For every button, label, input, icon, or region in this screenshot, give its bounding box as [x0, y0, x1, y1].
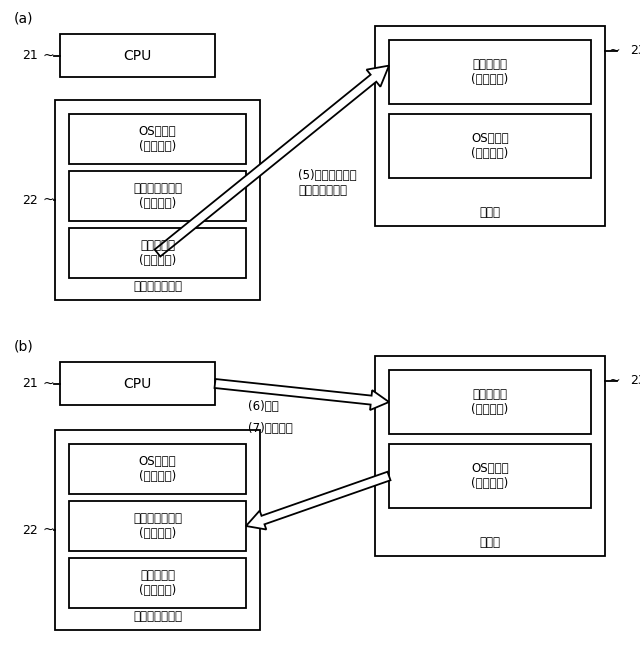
- Bar: [69, 444, 246, 494]
- Text: (6)実行: (6)実行: [248, 399, 279, 413]
- Polygon shape: [214, 379, 389, 410]
- Bar: [69, 558, 246, 608]
- Text: OSデータ
(ファイル): OSデータ (ファイル): [139, 455, 176, 483]
- Text: CPU: CPU: [124, 376, 152, 390]
- Bar: [389, 40, 591, 104]
- Text: ~: ~: [609, 374, 620, 388]
- Bar: [389, 114, 591, 178]
- Text: ~: ~: [42, 49, 54, 62]
- Bar: [69, 501, 246, 551]
- Text: (7)アクセス: (7)アクセス: [248, 422, 292, 434]
- Text: 23: 23: [630, 374, 640, 388]
- Text: ユーザーデータ
(ファイル): ユーザーデータ (ファイル): [133, 512, 182, 540]
- Bar: [375, 26, 605, 226]
- Text: ~: ~: [42, 523, 54, 537]
- Bar: [375, 356, 605, 556]
- Text: ハードディスク: ハードディスク: [133, 610, 182, 623]
- Bar: [389, 370, 591, 434]
- Text: 21: 21: [22, 49, 38, 62]
- Bar: [389, 444, 591, 508]
- Text: プログラム
(プロセス): プログラム (プロセス): [472, 58, 509, 86]
- Bar: [69, 228, 246, 278]
- Text: ハードディスク: ハードディスク: [133, 281, 182, 294]
- Text: メモリ: メモリ: [479, 537, 500, 549]
- Text: (a): (a): [14, 11, 33, 25]
- Text: ~: ~: [42, 193, 54, 207]
- Bar: [55, 100, 260, 300]
- Text: CPU: CPU: [124, 49, 152, 62]
- Text: 21: 21: [22, 377, 38, 390]
- Text: プログラム
(ファイル): プログラム (ファイル): [139, 569, 176, 597]
- Text: 22: 22: [22, 194, 38, 206]
- Bar: [69, 171, 246, 221]
- Text: (b): (b): [14, 339, 34, 353]
- Text: 22: 22: [22, 524, 38, 537]
- Text: OSデータ
(プロセス): OSデータ (プロセス): [471, 132, 509, 160]
- Text: プログラム
(プロセス): プログラム (プロセス): [472, 388, 509, 416]
- Text: ユーザーデータ
(ファイル): ユーザーデータ (ファイル): [133, 182, 182, 210]
- Text: 23: 23: [630, 45, 640, 58]
- Text: メモリ: メモリ: [479, 206, 500, 219]
- Bar: [60, 34, 215, 77]
- Polygon shape: [246, 472, 390, 530]
- Text: (5)プログラムを
メモリにロード: (5)プログラムを メモリにロード: [298, 169, 356, 197]
- Text: プログラム
(ファイル): プログラム (ファイル): [139, 239, 176, 267]
- Text: OSデータ
(プロセス): OSデータ (プロセス): [471, 462, 509, 490]
- Bar: [69, 114, 246, 164]
- Text: ~: ~: [609, 44, 620, 58]
- Bar: [55, 430, 260, 630]
- Text: ~: ~: [42, 376, 54, 390]
- Text: OSデータ
(ファイル): OSデータ (ファイル): [139, 125, 176, 153]
- Polygon shape: [155, 66, 389, 256]
- Bar: [60, 362, 215, 405]
